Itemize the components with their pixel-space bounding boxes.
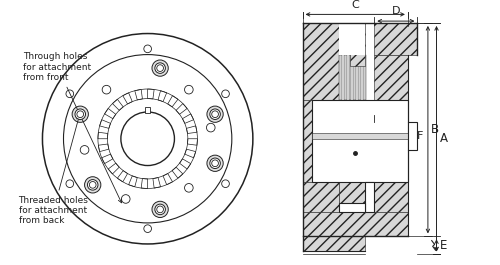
Bar (374, 23, 418, 55)
Circle shape (42, 34, 253, 244)
Bar (302, 182, 339, 212)
Text: A: A (440, 132, 448, 145)
Circle shape (75, 109, 86, 120)
Bar (354, 55, 356, 100)
Bar (302, 23, 339, 100)
Circle shape (210, 109, 220, 120)
Bar (339, 55, 342, 100)
Circle shape (155, 63, 166, 73)
Circle shape (210, 158, 220, 169)
Bar (344, 55, 346, 100)
Text: F: F (416, 131, 423, 141)
Bar (348, 55, 352, 100)
Bar (339, 182, 365, 203)
Circle shape (121, 112, 174, 166)
Bar (408, 122, 418, 150)
Text: H: H (339, 104, 347, 114)
Bar (363, 55, 366, 100)
Bar (350, 23, 365, 66)
Text: C: C (352, 0, 359, 10)
Bar (374, 55, 408, 100)
Circle shape (84, 177, 101, 193)
Circle shape (88, 180, 98, 190)
Circle shape (72, 106, 88, 122)
Circle shape (155, 204, 166, 215)
Bar (312, 133, 408, 139)
Bar (374, 182, 408, 212)
Bar (302, 212, 408, 236)
Bar (312, 100, 408, 182)
Bar (365, 182, 374, 212)
Bar (339, 23, 365, 55)
Circle shape (152, 201, 168, 218)
Text: Threaded holes
for attachment
from back: Threaded holes for attachment from back (18, 116, 88, 225)
Circle shape (207, 106, 223, 122)
Text: B: B (431, 123, 439, 136)
Text: Through holes
for attachment
from front: Through holes for attachment from front (24, 52, 122, 203)
Circle shape (152, 60, 168, 76)
Bar (339, 203, 365, 212)
Bar (146, 107, 150, 113)
Text: D: D (392, 6, 400, 16)
Text: E: E (440, 239, 448, 252)
Bar (302, 100, 312, 182)
Bar (358, 55, 361, 100)
Text: H: H (339, 104, 347, 114)
Circle shape (207, 155, 223, 171)
Bar (302, 236, 365, 251)
